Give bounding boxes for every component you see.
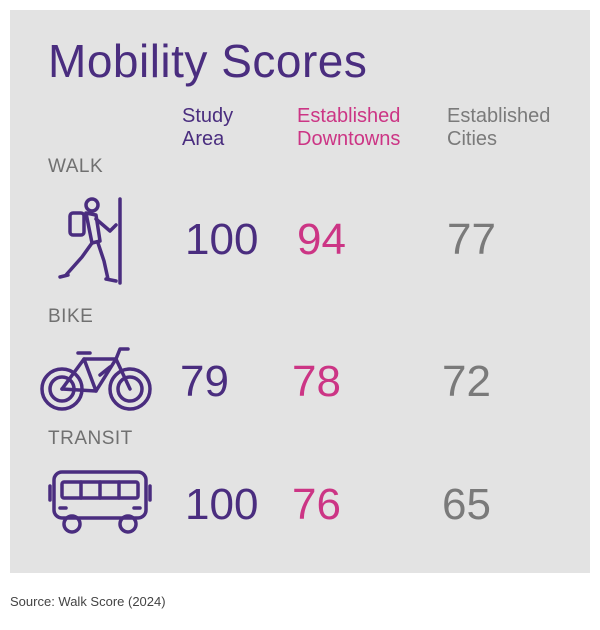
mobility-scores-panel: Mobility Scores Study Area Established Dow… [10,10,590,573]
bicycle-icon [40,347,152,411]
value-transit-cities: 65 [442,480,491,529]
bus-icon [48,470,152,534]
value-walk-study-area: 100 [185,215,259,264]
row-label-bike: BIKE [48,306,94,327]
chart-title: Mobility Scores [48,35,368,87]
value-bike-study-area: 79 [180,357,229,406]
hiker-icon [58,197,122,285]
column-header-established-downtowns: Established Downtowns [297,105,401,150]
value-walk-downtowns: 94 [297,215,346,264]
value-transit-study-area: 100 [185,480,259,529]
column-header-study-area: Study Area [182,105,234,150]
value-transit-downtowns: 76 [292,480,341,529]
value-bike-cities: 72 [442,357,491,406]
value-bike-downtowns: 78 [292,357,341,406]
value-walk-cities: 77 [447,215,496,264]
column-header-established-cities: Established Cities [447,105,551,150]
source-note: Source: Walk Score (2024) [10,594,166,609]
row-label-transit: TRANSIT [48,428,133,449]
row-label-walk: WALK [48,156,104,177]
